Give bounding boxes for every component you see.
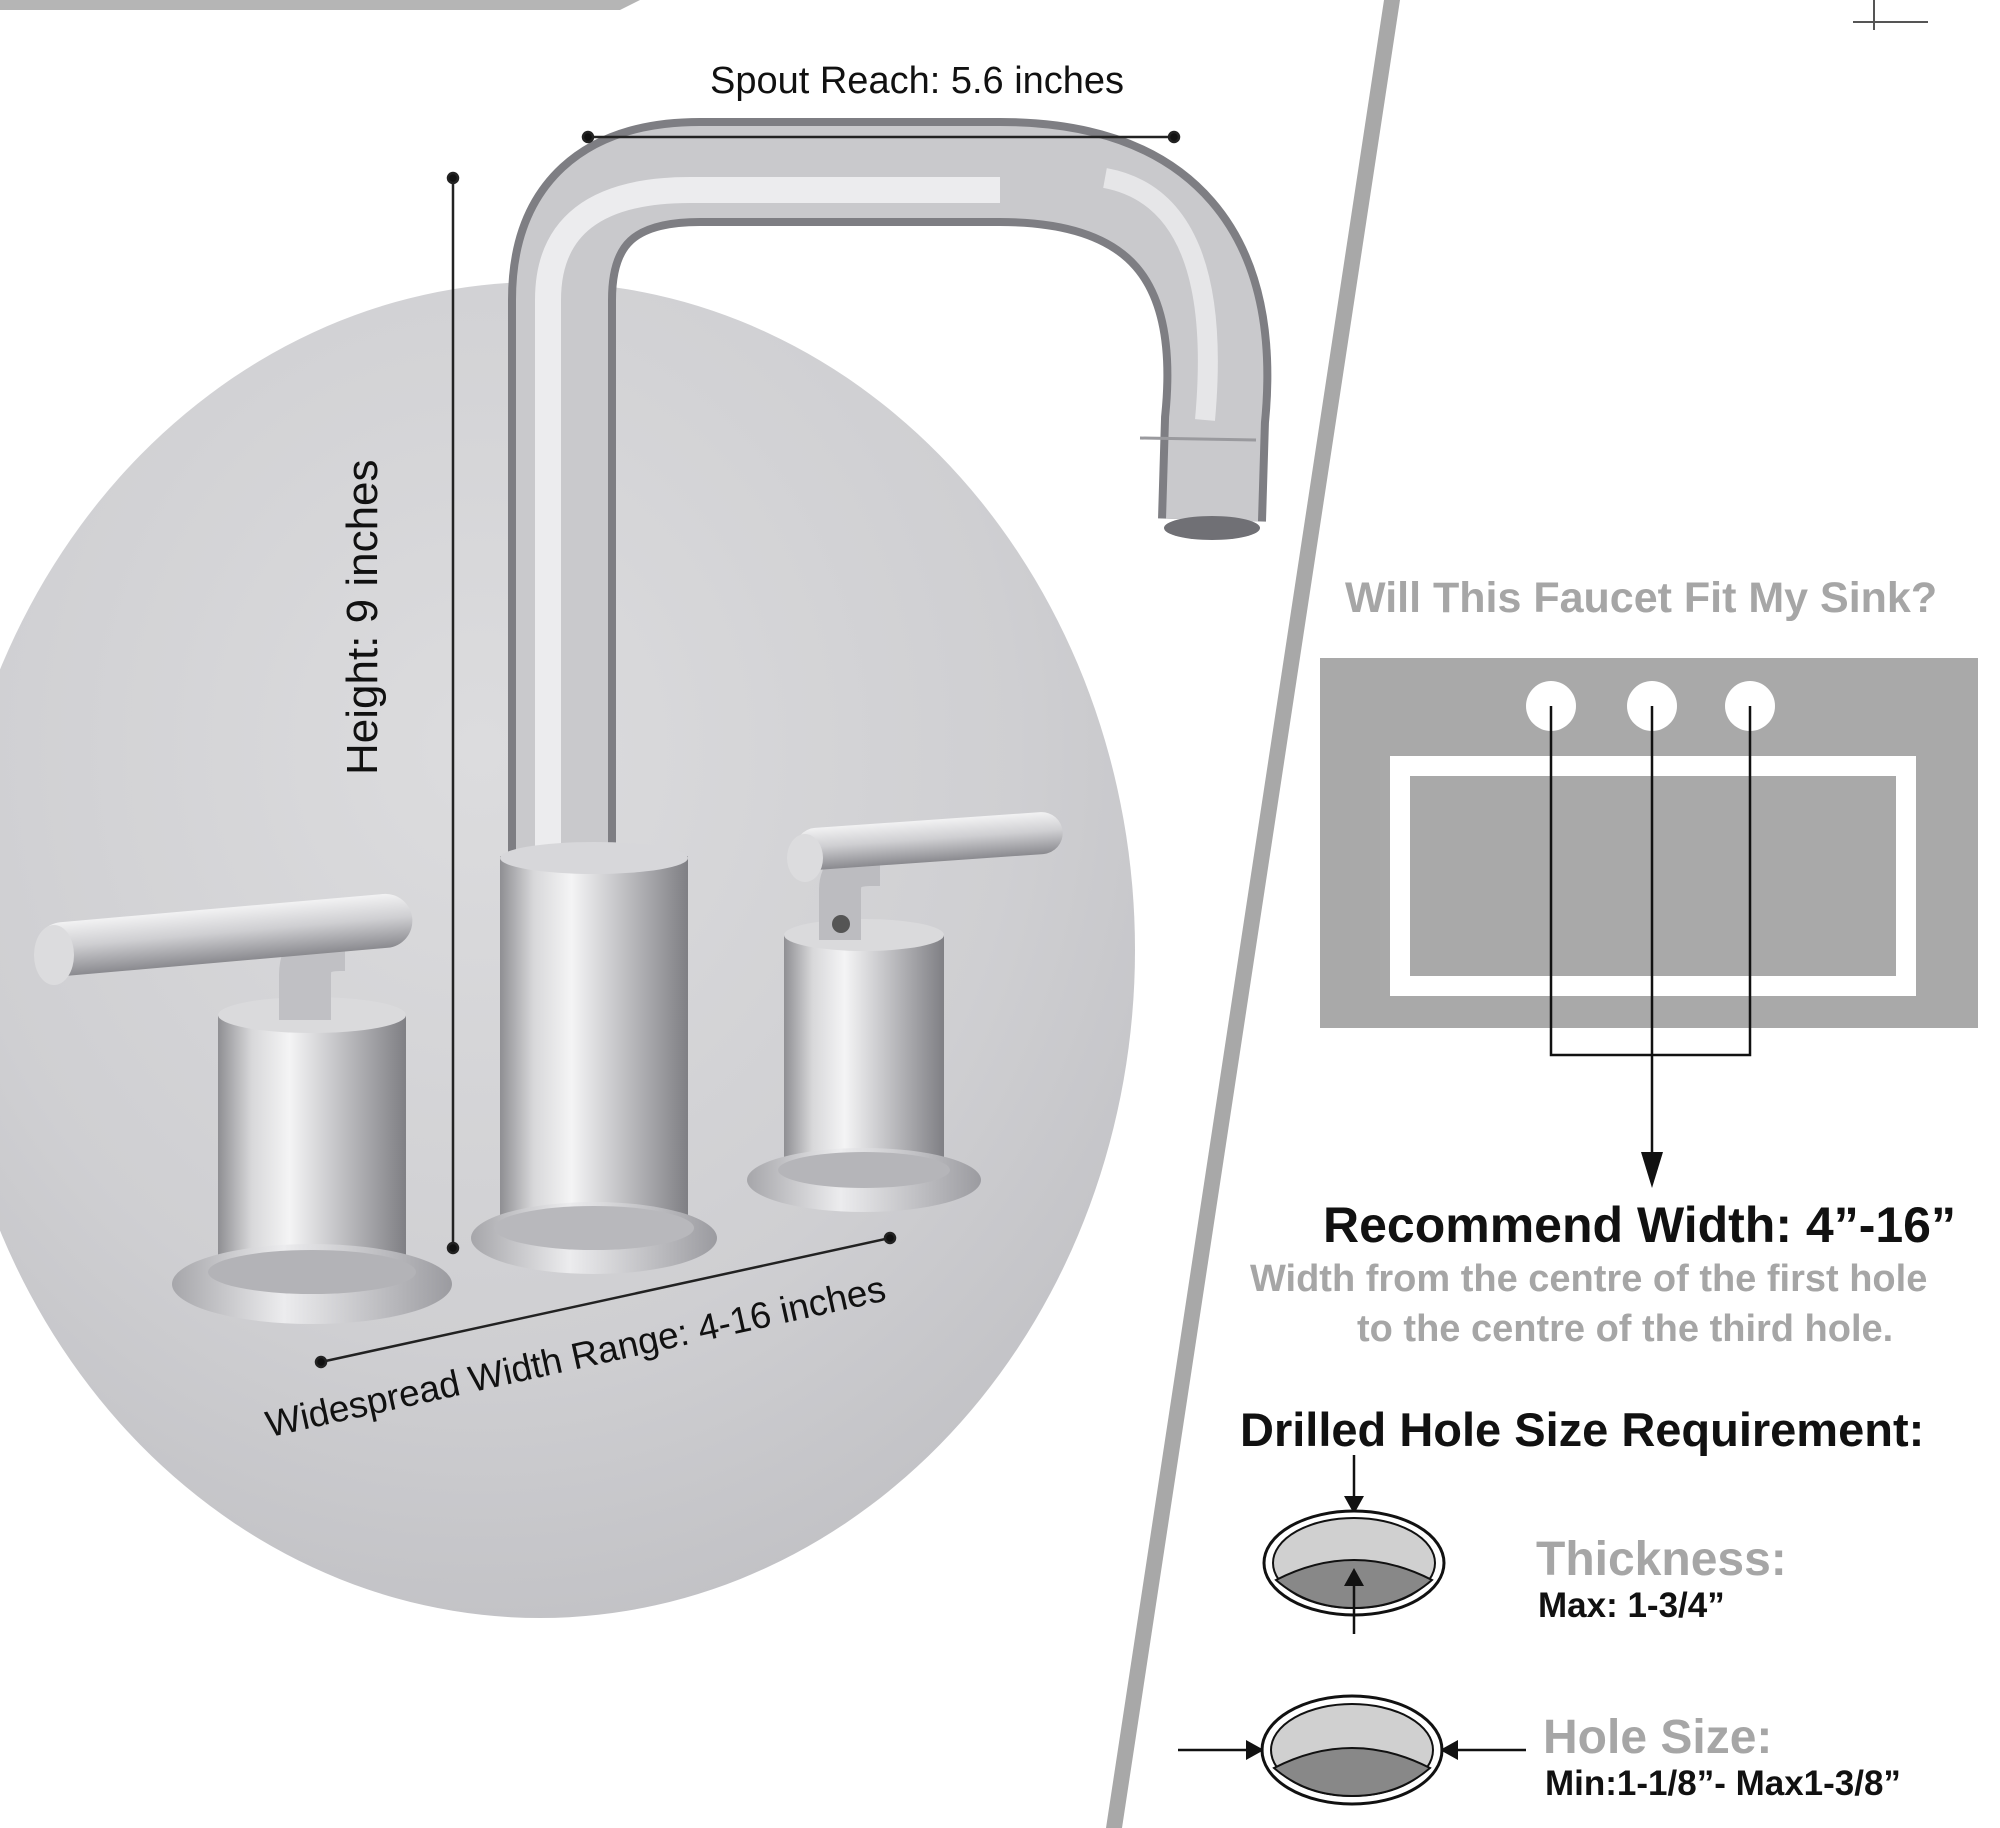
arrow-right-icon [1246, 1740, 1264, 1760]
arrow-left-icon [1440, 1740, 1458, 1760]
spout-reach-label: Spout Reach: 5.6 inches [710, 60, 1125, 102]
height-label: Height: 9 inches [338, 459, 387, 775]
thickness-label: Thickness: [1536, 1533, 1787, 1586]
hole-size-value: Min:1-1/8”- Max1-3/8” [1545, 1764, 1901, 1803]
hole-size-label: Hole Size: [1543, 1711, 1773, 1764]
dimension-lines [314, 130, 1181, 1369]
recommend-width-title: Recommend Width: 4”-16” [1323, 1197, 1956, 1253]
sink-diagram [1320, 658, 1978, 1188]
drilled-hole-title: Drilled Hole Size Requirement: [1240, 1403, 1925, 1456]
thickness-hole-icon [1262, 1455, 1446, 1634]
fit-question-heading: Will This Faucet Fit My Sink? [1345, 574, 1938, 622]
hole-size-icon [1178, 1694, 1526, 1806]
faucet [34, 118, 1272, 1324]
divider-stripe [1106, 0, 1400, 1828]
top-band [0, 0, 640, 10]
recommend-width-desc-line2: to the centre of the third hole. [1357, 1308, 1894, 1350]
thickness-value: Max: 1-3/4” [1538, 1586, 1725, 1625]
corner-mark [1853, 0, 1928, 30]
recommend-width-desc-line1: Width from the centre of the first hole [1250, 1258, 1928, 1300]
arrow-down-icon [1641, 1152, 1663, 1188]
